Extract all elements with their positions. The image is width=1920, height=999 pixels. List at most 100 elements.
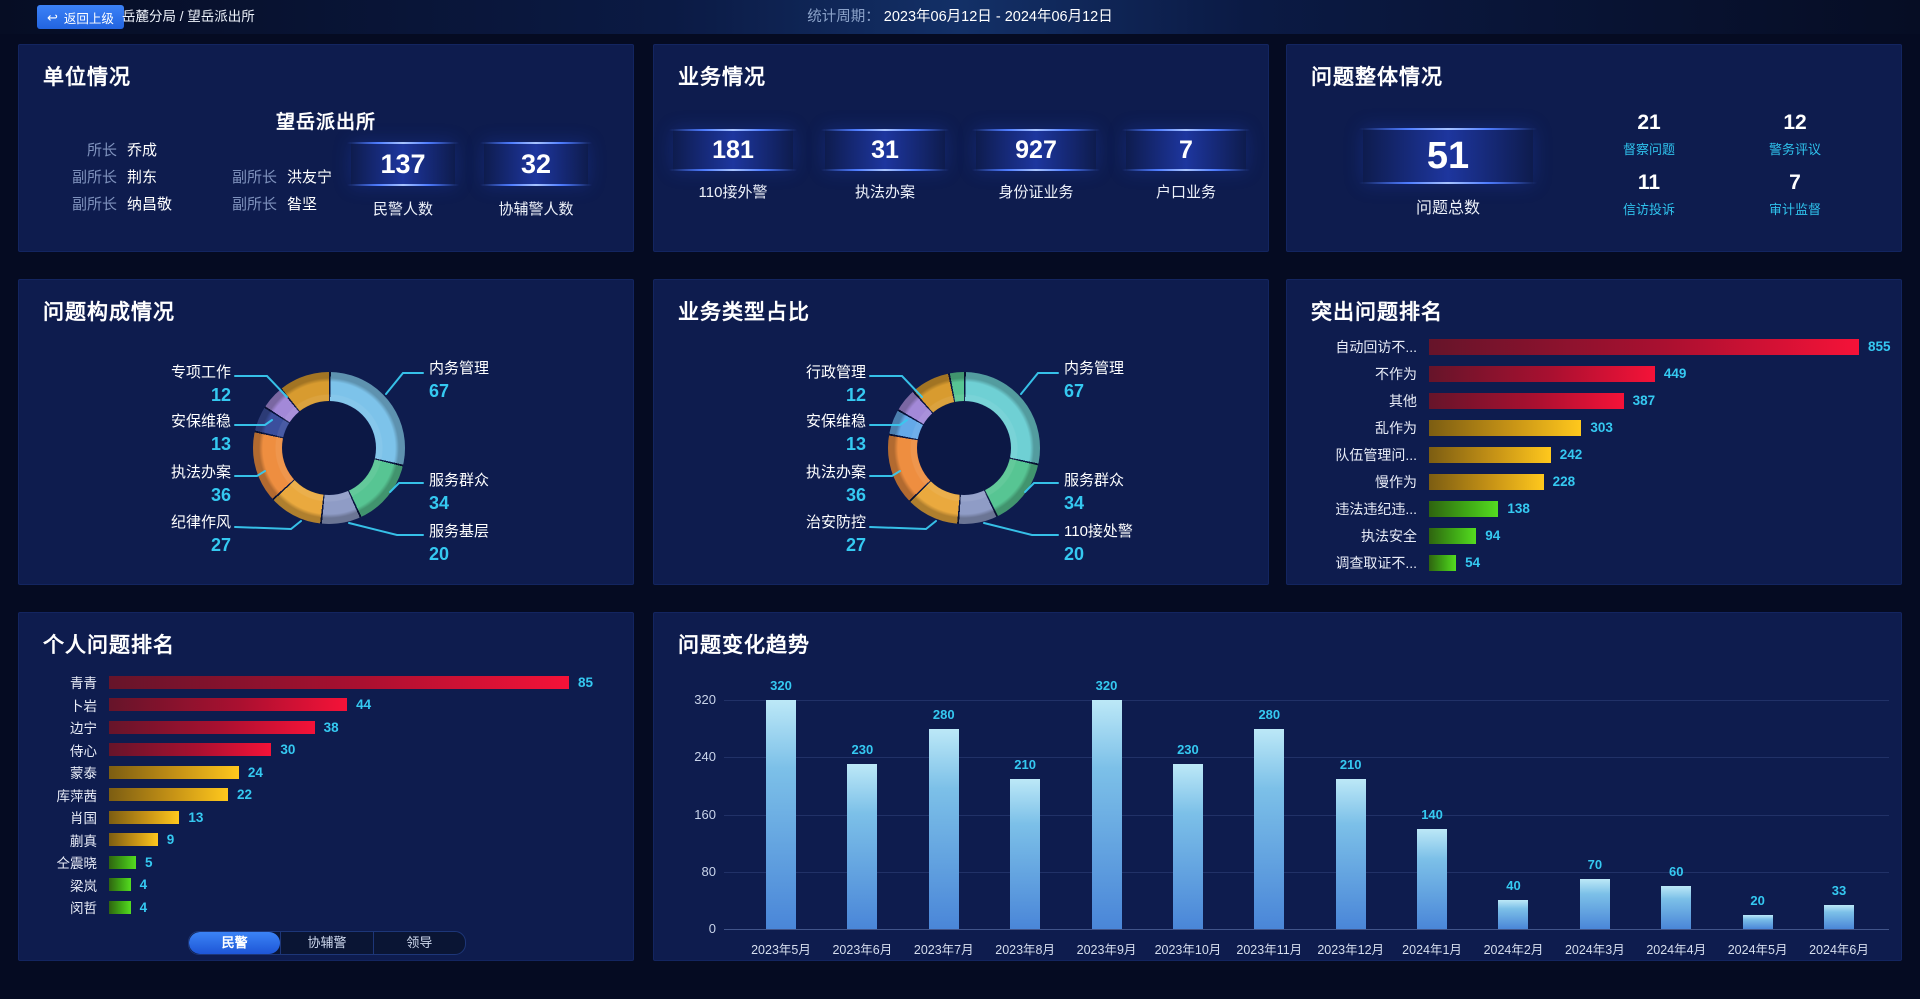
donut-callout-value: 13 <box>845 434 866 454</box>
bar-row: 调查取证不... 54 <box>1299 549 1885 576</box>
donut-callout-label: 内务管理 <box>429 360 490 377</box>
trend-bar <box>1254 728 1285 929</box>
trend-bar <box>1335 778 1366 929</box>
trend-bar-value: 33 <box>1831 883 1847 899</box>
bar-value: 449 <box>1663 366 1687 381</box>
panel-title: 问题变化趋势 <box>678 634 810 657</box>
donut-callout-label: 安保维稳 <box>170 413 231 430</box>
bar <box>1429 338 1859 355</box>
stat-110-calls: 181 110接外警 <box>669 129 797 202</box>
panel-personal-ranking: 个人问题排名 青青 85 卜岩 44 边宁 38 侍心 30 蒙泰 24 库萍茜 22 肖国 13 蒯真 9 仝… <box>18 612 634 961</box>
bar-category-label: 梁岚 <box>70 878 97 894</box>
back-arrow-icon: ↩ <box>47 9 58 25</box>
donut-callout-value: 12 <box>210 385 231 405</box>
bar-value: 303 <box>1590 420 1613 435</box>
leader-row: 副所长 荆东 副所长 洪友宁 <box>45 164 365 191</box>
stat-problem-total: 51 问题总数 <box>1359 128 1537 218</box>
donut-callout-value: 12 <box>845 385 866 405</box>
panel-problem-overview: 问题整体情况 51 问题总数 21 督察问题 12 警务评议 11 信访投诉 7… <box>1286 44 1902 252</box>
tab-lingdao[interactable]: 领导 <box>372 932 465 954</box>
bar-row: 蒯真 9 <box>33 829 617 852</box>
stat-value: 32 <box>480 142 592 186</box>
bar-category-label: 库萍茜 <box>56 788 98 804</box>
stat-label: 审计监督 <box>1768 202 1821 217</box>
donut-callout-value: 36 <box>210 485 231 505</box>
panel-top-problems-ranking: 突出问题排名 自动回访不... 855 不作为 449 其他 387 乱作为 303 队伍管理问… <box>1286 279 1902 585</box>
top-problems-bar-chart: 自动回访不... 855 不作为 449 其他 387 乱作为 303 队伍管理问... 242 慢… <box>1299 333 1891 576</box>
breadcrumb[interactable]: 岳麓分局 / 望岳派出所 <box>122 9 255 24</box>
bar <box>1429 419 1582 436</box>
bar <box>1429 446 1551 463</box>
tab-minjing[interactable]: 民警 <box>189 932 281 954</box>
y-axis-tick: 240 <box>694 749 716 765</box>
panel-problem-trend: 问题变化趋势 0 80 160 240 320 320 2023年5月 230 2023年6月 2… <box>653 612 1902 961</box>
trend-bar-value: 20 <box>1750 892 1765 908</box>
bar <box>1429 365 1655 382</box>
bar-row: 队伍管理问... 242 <box>1299 441 1885 468</box>
donut-callout-label: 服务群众 <box>429 472 490 489</box>
donut-callout-label: 110接处警 <box>1064 523 1133 540</box>
bar <box>1429 554 1457 571</box>
donut-callout-value: 67 <box>1064 381 1085 401</box>
bar-category-label: 蒯真 <box>70 833 97 849</box>
donut-callout-label: 执法办案 <box>805 464 866 481</box>
panel-title: 个人问题排名 <box>43 634 175 657</box>
stat-label: 信访投诉 <box>1622 202 1675 217</box>
trend-bar-value: 60 <box>1668 864 1684 880</box>
trend-x-label: 2024年4月 <box>1646 943 1707 957</box>
stat-value: 7 <box>1122 129 1250 171</box>
trend-x-label: 2023年10月 <box>1154 943 1222 957</box>
stat-value: 7 <box>1789 171 1801 194</box>
trend-bar <box>1417 828 1448 929</box>
trend-bar <box>928 728 959 929</box>
bar-value: 85 <box>578 674 594 690</box>
bar-category-label: 侍心 <box>70 743 97 759</box>
donut-callout: 服务群众 34 <box>1064 472 1244 515</box>
y-axis-tick: 160 <box>694 806 716 822</box>
stat-value: 21 <box>1637 111 1661 134</box>
trend-bar <box>1579 878 1610 929</box>
stat-label: 民警人数 <box>372 201 433 218</box>
donut-callout-label: 执法办案 <box>170 464 231 481</box>
stat-period: 统计周期： 2023年06月12日 - 2024年06月12日 <box>0 0 1920 34</box>
bar-category-label: 其他 <box>1389 392 1417 409</box>
bar-value: 138 <box>1507 501 1530 516</box>
donut-callout-label: 内务管理 <box>1064 360 1125 377</box>
donut-callout-label: 服务基层 <box>429 523 490 540</box>
bar-row: 不作为 449 <box>1299 360 1885 387</box>
leader-name: 荆东 <box>127 169 158 186</box>
trend-bar <box>766 700 796 929</box>
leaders-list: 所长 乔成 副所长 荆东 副所长 洪友宁 副所长 纳昌敬 <box>45 137 365 218</box>
trend-x-label: 2023年6月 <box>832 943 893 957</box>
donut-hole <box>282 401 376 495</box>
bar-category-label: 肖国 <box>70 811 97 827</box>
stat-label: 督察问题 <box>1622 142 1675 157</box>
donut-callout: 110接处警 20 <box>1064 523 1244 566</box>
trend-bar-value: 40 <box>1506 878 1521 894</box>
leader-name: 洪友宁 <box>287 169 333 186</box>
donut-callout: 安保维稳 13 <box>746 413 866 456</box>
bar-row: 青青 85 <box>33 671 617 694</box>
donut-callout-label: 行政管理 <box>805 364 866 381</box>
trend-bar <box>1661 886 1692 929</box>
bar-value: 855 <box>1868 339 1891 354</box>
donut-callout: 服务群众 34 <box>429 472 609 515</box>
donut-callout-value: 20 <box>1064 544 1085 564</box>
trend-x-label: 2023年9月 <box>1076 943 1137 957</box>
donut-callout: 内务管理 67 <box>1064 360 1244 403</box>
bar <box>109 810 180 824</box>
leader-name: 纳昌敬 <box>127 196 173 213</box>
bar <box>109 698 348 712</box>
tab-xiefujing[interactable]: 协辅警 <box>280 932 372 954</box>
bar-row: 仝震晓 5 <box>33 851 617 874</box>
donut-callout-value: 67 <box>429 381 450 401</box>
leader-role: 副所长 <box>231 196 277 213</box>
leader-name: 昝坚 <box>287 196 318 213</box>
bar-row: 肖国 13 <box>33 806 617 829</box>
donut-callout-value: 36 <box>845 485 866 505</box>
back-button[interactable]: ↩ 返回上级 <box>37 5 124 29</box>
trend-x-label: 2023年5月 <box>751 943 811 957</box>
trend-x-label: 2024年3月 <box>1564 943 1625 957</box>
donut-callout-value: 13 <box>210 434 231 454</box>
bar-row: 其他 387 <box>1299 387 1885 414</box>
